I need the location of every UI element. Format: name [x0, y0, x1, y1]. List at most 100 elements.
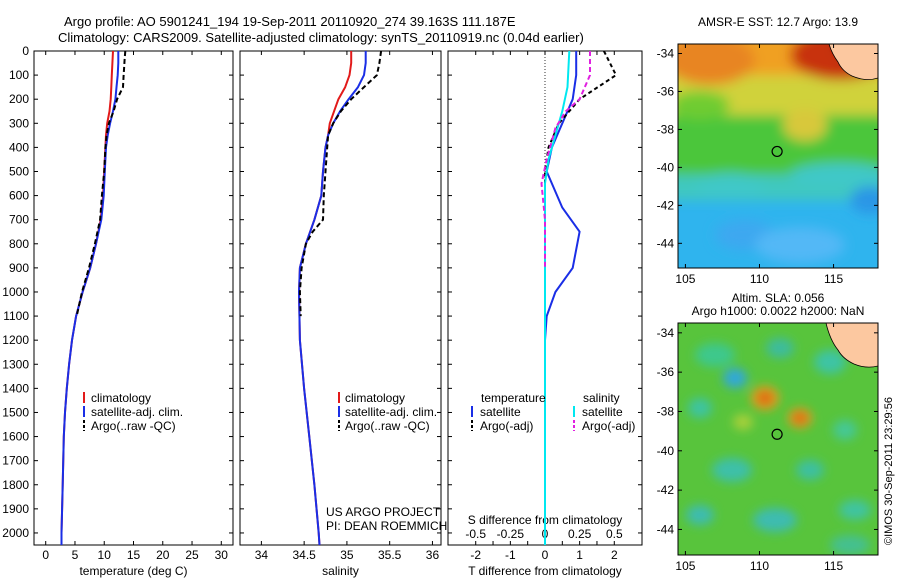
legend-label-temp-satellite: satellite [480, 405, 521, 419]
series-line [544, 50, 571, 545]
y-tick-label: 1800 [2, 478, 29, 492]
sla-map-title-line2: Argo h1000: 0.0022 h2000: NaN [692, 304, 865, 318]
x-tick-label: 115 [824, 559, 843, 573]
x-tick-label: -1 [505, 548, 516, 562]
y-tick-label: -36 [657, 365, 675, 379]
y-tick-label: -34 [657, 326, 675, 340]
y-tick-label: 600 [9, 189, 29, 203]
series-line [298, 51, 367, 546]
y-tick-label: -40 [657, 444, 675, 458]
x-tick-label: 34.5 [292, 548, 316, 562]
x-tick-label: 110 [750, 272, 769, 286]
legend-label-argo: Argo(..raw -QC) [345, 419, 430, 433]
x-tick-label-top: -0.25 [497, 527, 525, 541]
legend-label-satellite: satellite-adj. clim. [345, 405, 437, 419]
figure-title-line2: Climatology: CARS2009. Satellite-adjuste… [58, 30, 584, 45]
series-line [75, 50, 127, 317]
y-tick-label: 500 [9, 164, 29, 178]
project-line1: US ARGO PROJECT [326, 505, 441, 519]
x-tick-label: 15 [127, 548, 141, 562]
y-tick-label: 1000 [2, 285, 29, 299]
x-tick-label: -2 [470, 548, 481, 562]
y-tick-label: 1400 [2, 381, 29, 395]
x-tick-label: 30 [215, 548, 229, 562]
x-tick-label-top: -0.5 [465, 527, 486, 541]
legend-label-climatology: climatology [345, 391, 405, 405]
y-tick-label: 700 [9, 213, 29, 227]
x-tick-label: 105 [675, 559, 695, 573]
copyright-label: ©IMOS 30-Sep-2011 23:29:56 [883, 397, 895, 545]
x-tick-label: 34 [255, 548, 269, 562]
x-tick-label: 0 [42, 548, 49, 562]
sst-map-frame [677, 43, 879, 269]
y-tick-label: 1500 [2, 405, 29, 419]
y-tick-label: 1100 [3, 309, 29, 323]
sla-map-axes: 105 110 115 -34 -36 -38 -40 -42 -44 [657, 323, 878, 573]
y-tick-label: 1700 [2, 454, 29, 468]
x-tick-label: 5 [72, 548, 79, 562]
difference-xlabel: T difference from climatology [468, 564, 622, 578]
series-line [298, 50, 383, 317]
x-tick-label-top: 0.25 [568, 527, 592, 541]
y-tick-label: 400 [9, 140, 29, 154]
temperature-panel: 0100200300400500600700800900100011001200… [2, 44, 234, 578]
y-tick-label: -40 [657, 160, 675, 174]
x-tick-label: 115 [824, 272, 843, 286]
legend-title-temperature: temperature [481, 391, 546, 405]
legend-title-salinity: salinity [583, 391, 620, 405]
y-tick-label: 800 [9, 237, 29, 251]
x-tick-label: 35.5 [378, 548, 402, 562]
series-line [60, 50, 114, 545]
x-tick-label: 25 [185, 548, 199, 562]
difference-legend: temperature satellite Argo(-adj) salinit… [471, 391, 635, 433]
x-tick-label: 105 [675, 272, 695, 286]
project-line2: PI: DEAN ROEMMICH [326, 519, 447, 533]
sla-argo-marker [771, 428, 783, 440]
y-tick-label: -34 [657, 46, 675, 60]
figure-title-line1: Argo profile: AO 5901241_194 19-Sep-2011… [64, 14, 516, 29]
x-tick-label: 0 [542, 548, 549, 562]
sst-argo-marker [771, 145, 783, 158]
legend-label-temp-argo: Argo(-adj) [480, 419, 533, 433]
legend-label-sal-argo: Argo(-adj) [582, 419, 635, 433]
salinity-plot-frame [239, 50, 442, 546]
sla-map-title-line1: Altim. SLA: 0.056 [732, 291, 825, 305]
legend-label-argo: Argo(..raw -QC) [91, 419, 176, 433]
sst-map-axes: 105 110 115 -34 -36 -38 -40 -42 -44 [657, 44, 878, 286]
legend-label-satellite: satellite-adj. clim. [91, 405, 183, 419]
x-tick-label: 36 [426, 548, 440, 562]
x-tick-label: 35 [340, 548, 354, 562]
y-tick-label: 100 [9, 68, 29, 82]
y-tick-label: -42 [657, 198, 675, 212]
y-tick-label: 1300 [2, 357, 29, 371]
y-tick-label: 2000 [2, 526, 29, 540]
y-tick-label: 1600 [2, 430, 29, 444]
legend-label-climatology: climatology [91, 391, 151, 405]
x-tick-label: 10 [98, 548, 112, 562]
y-tick-label: -38 [657, 122, 675, 136]
y-tick-label: -44 [657, 522, 675, 536]
salinity-xlabel: salinity [322, 564, 359, 578]
salinity-panel: 34 34.5 35 35.5 36 salinity [239, 50, 442, 578]
x-tick-label-top: 0.5 [606, 527, 623, 541]
series-line [298, 51, 353, 546]
y-tick-label: -36 [657, 84, 675, 98]
temperature-legend: climatology satellite-adj. clim. Argo(..… [83, 391, 183, 433]
sla-map-frame [677, 322, 879, 556]
y-tick-label: 1200 [2, 333, 29, 347]
sst-map-title: AMSR-E SST: 12.7 Argo: 13.9 [698, 15, 858, 29]
y-tick-label: -38 [657, 404, 675, 418]
x-tick-label: 20 [156, 548, 170, 562]
y-tick-label: 200 [9, 92, 29, 106]
y-tick-label: 300 [9, 116, 29, 130]
y-tick-label: -44 [657, 236, 675, 250]
series-line [60, 51, 120, 545]
x-tick-label: 1 [576, 548, 583, 562]
series-line [544, 50, 617, 292]
temperature-xlabel: temperature (deg C) [79, 564, 187, 578]
legend-label-sal-satellite: satellite [582, 405, 623, 419]
y-tick-label: 0 [22, 44, 29, 58]
series-line [544, 51, 581, 545]
